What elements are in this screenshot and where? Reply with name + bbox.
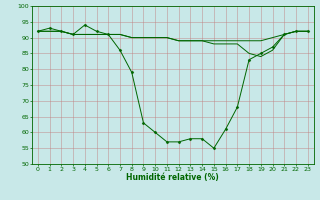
X-axis label: Humidité relative (%): Humidité relative (%) [126, 173, 219, 182]
